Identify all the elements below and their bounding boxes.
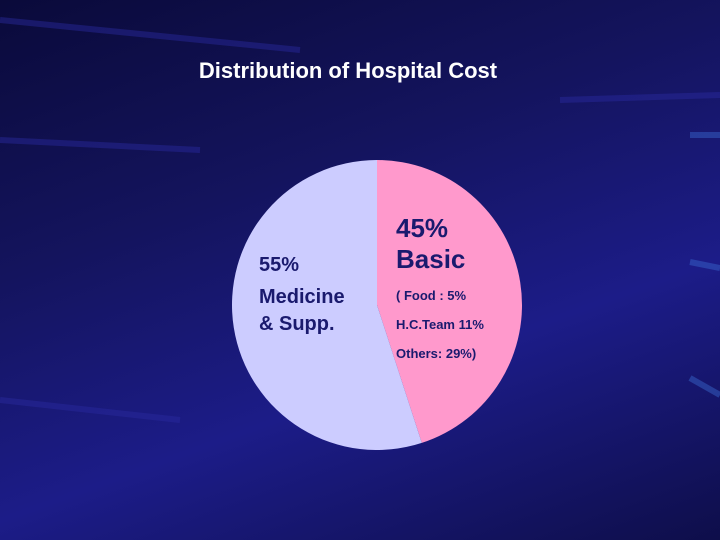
pie	[232, 160, 522, 450]
streak	[0, 137, 201, 153]
category-label: Basic	[396, 244, 466, 274]
streak	[559, 92, 720, 103]
category-label: Medicine & Supp.	[259, 286, 345, 335]
chart-title: Distribution of Hospital Cost	[198, 58, 498, 83]
annotation: ( Food : 5%	[396, 288, 467, 303]
value-label: 45%	[396, 213, 449, 243]
streak	[689, 259, 720, 271]
streak	[0, 17, 301, 53]
pie-slice	[232, 160, 422, 450]
pie-slice	[377, 160, 522, 443]
background-streaks	[0, 17, 720, 423]
streak	[0, 397, 181, 423]
annotation: H.C.Team 11%	[396, 317, 484, 332]
streak	[688, 375, 720, 398]
value-label: 55%	[259, 254, 300, 276]
annotation: Others: 29%)	[396, 346, 477, 361]
